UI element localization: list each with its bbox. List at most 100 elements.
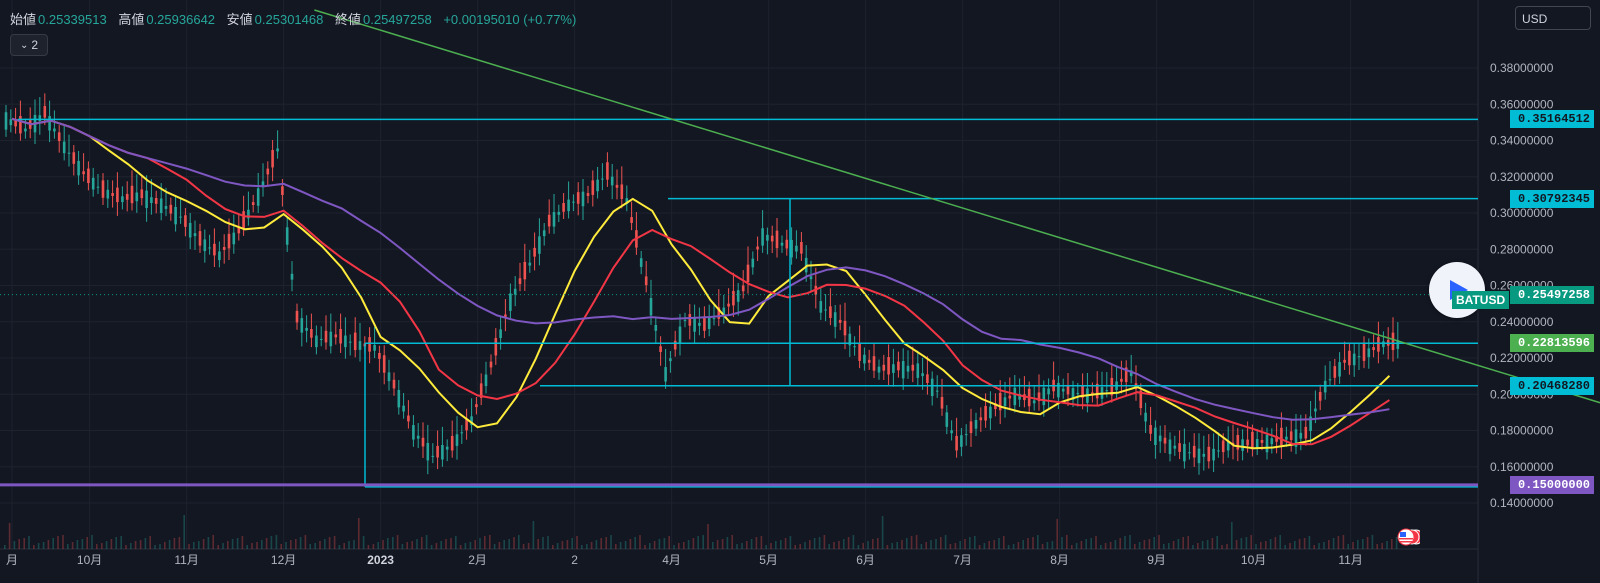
us-flag-icon[interactable] [1396, 528, 1420, 546]
chevron-down-icon: ⌄ [19, 39, 29, 51]
candle-body [790, 240, 793, 258]
candle-body [179, 216, 182, 218]
volume-bar [1012, 544, 1015, 549]
candle-body [1367, 348, 1371, 358]
candle-body [901, 360, 905, 379]
volume-bar [42, 542, 45, 549]
volume-bar [1192, 545, 1194, 549]
volume-bar [634, 537, 636, 549]
currency-button[interactable]: USD [1515, 6, 1591, 30]
candle-body [1081, 386, 1084, 398]
candle-body [1352, 353, 1356, 366]
candle-body [96, 186, 100, 188]
indicator-toggle-button[interactable]: ⌄ 2 [10, 34, 48, 56]
volume-bar [542, 537, 544, 549]
volume-bar [823, 535, 826, 549]
candle-body [358, 341, 362, 350]
volume-bar [1075, 543, 1078, 549]
volume-bar [910, 536, 913, 549]
candle-body [441, 445, 444, 460]
volume-bar [959, 541, 961, 549]
volume-bar [125, 545, 127, 549]
candle-body [57, 132, 61, 142]
volume-bar [537, 539, 539, 549]
play-button[interactable] [1429, 262, 1485, 318]
volume-bar [600, 538, 602, 549]
volume-bar [1386, 541, 1388, 549]
volume-bar [522, 544, 525, 549]
candle-body [1285, 436, 1288, 440]
volume-bar [1148, 539, 1151, 549]
candle-body [644, 276, 648, 286]
candle-body [266, 168, 270, 175]
candle-body [1362, 343, 1366, 361]
candle-body [213, 243, 216, 256]
candle-body [1265, 434, 1269, 453]
candle-body [373, 344, 376, 351]
volume-bar [67, 544, 69, 549]
candle-body [222, 246, 226, 250]
candle-body [649, 298, 653, 316]
volume-bar [217, 545, 219, 549]
candle-body [1008, 395, 1012, 399]
candle-body [853, 346, 856, 348]
candle-body [150, 197, 153, 204]
volume-bar [425, 535, 428, 549]
volume-bar [168, 540, 171, 549]
volume-bar [993, 540, 995, 549]
candle-body [1149, 425, 1152, 434]
volume-bar [658, 539, 661, 549]
volume-bar [784, 538, 787, 549]
open-key: 始値 [10, 12, 37, 27]
y-tick-label: 0.14000000 [1490, 496, 1554, 510]
x-tick-label: 11月 [174, 553, 198, 567]
candle-body [523, 261, 527, 280]
candle-body [1328, 379, 1332, 381]
candle-body [581, 191, 585, 207]
candle-body [1037, 392, 1041, 402]
candle-body [1255, 439, 1259, 448]
candle-body [1304, 426, 1308, 439]
volume-bar [930, 540, 932, 549]
price-axis-label: 0.30792345 [1510, 189, 1594, 208]
volume-bar [872, 539, 874, 549]
candle-body [19, 116, 22, 134]
candle-body [1309, 416, 1312, 431]
volume-bar [1298, 539, 1301, 549]
candle-body [1018, 393, 1021, 400]
volume-bar [998, 538, 1000, 549]
candle-body [450, 435, 454, 451]
volume-bar [867, 541, 869, 549]
candle-body [736, 290, 740, 302]
volume-bar [508, 539, 510, 549]
candle-body [1333, 366, 1337, 378]
volume-bar [139, 540, 142, 549]
candle-body [1095, 383, 1099, 399]
candle-body [290, 273, 294, 280]
volume-bar [901, 540, 903, 549]
candle-body [1188, 452, 1191, 454]
candle-body [542, 230, 546, 237]
volume-bar [683, 542, 685, 549]
candle-body [513, 288, 517, 295]
candle-body [906, 365, 910, 372]
volume-bar [1172, 541, 1175, 549]
candle-body [106, 189, 110, 199]
volume-bar [401, 544, 404, 549]
volume-bar [1041, 544, 1044, 549]
candle-body [1066, 385, 1070, 395]
volume-bar [421, 537, 423, 549]
candle-body [334, 334, 338, 338]
candle-body [281, 186, 284, 195]
volume-bar [1265, 541, 1267, 549]
volume-bar [1337, 536, 1340, 549]
candle-body [712, 318, 716, 320]
volume-bar [4, 545, 6, 549]
candle-body [770, 235, 774, 242]
x-tick-label: 5月 [759, 553, 778, 567]
x-tick-label: 11月 [1338, 553, 1362, 567]
volume-bar [702, 535, 704, 549]
candle-body [1275, 435, 1278, 442]
volume-bar [513, 537, 515, 549]
